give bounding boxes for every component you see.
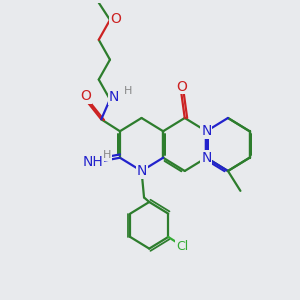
Text: H: H bbox=[124, 86, 132, 96]
Text: O: O bbox=[80, 89, 91, 103]
Text: O: O bbox=[110, 12, 121, 26]
Text: N: N bbox=[201, 124, 212, 138]
Text: O: O bbox=[176, 80, 187, 94]
Text: N: N bbox=[109, 90, 119, 104]
Text: Cl: Cl bbox=[176, 240, 188, 254]
Text: N: N bbox=[201, 151, 212, 165]
Text: H: H bbox=[103, 150, 111, 160]
Text: NH: NH bbox=[82, 155, 103, 169]
Text: N: N bbox=[136, 164, 147, 178]
